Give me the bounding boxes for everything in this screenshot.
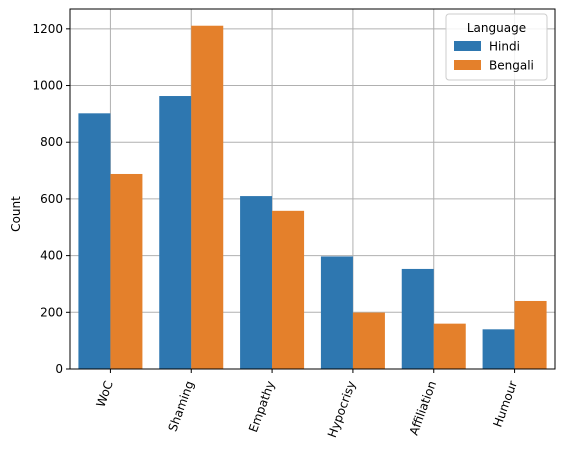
x-tick-label: Empathy [246,379,278,434]
legend-label-bengali: Bengali [489,59,534,73]
legend-swatch-hindi [454,41,481,51]
y-tick-label: 200 [40,305,63,319]
bar-hindi-empathy [240,196,273,369]
legend-title: Language [467,21,526,35]
y-tick-label: 800 [40,135,63,149]
x-tick-label: Humour [490,379,520,429]
y-tick-label: 1000 [32,79,63,93]
legend-swatch-bengali [454,60,481,70]
x-tick-label: WoC [94,379,116,409]
legend-entries: Hindi Bengali [454,40,534,73]
bar-hindi-humour [482,329,515,369]
legend: Language Hindi Bengali [445,13,548,81]
bar-hindi-shaming [159,96,192,369]
legend-label-hindi: Hindi [489,40,520,54]
x-tick-label: Affiliation [407,379,440,437]
x-tick-label: Hypocrisy [325,379,358,440]
y-tick-label: 0 [55,362,63,376]
bar-bengali-affiliation [433,323,466,369]
bar-bengali-humour [514,300,547,369]
bar-hindi-affiliation [401,268,434,369]
bar-bengali-woc [110,173,143,369]
y-axis: 0 200 400 600 800 1000 1200 [32,22,70,376]
x-axis: WoC Shaming Empathy Hypocrisy Affiliation Hum… [94,369,520,440]
bars [78,25,547,370]
bar-hindi-woc [78,113,111,369]
plot-frame [69,8,556,370]
bar-bengali-shaming [191,25,224,370]
y-tick-label: 1200 [32,22,63,36]
bar-hindi-hypocrisy [320,256,353,369]
x-tick-label: Shaming [165,379,196,433]
y-axis-title: Count [9,196,23,232]
bar-bengali-empathy [272,210,305,369]
y-tick-label: 400 [40,249,63,263]
y-tick-label: 600 [40,192,63,206]
bar-bengali-hypocrisy [352,312,385,369]
